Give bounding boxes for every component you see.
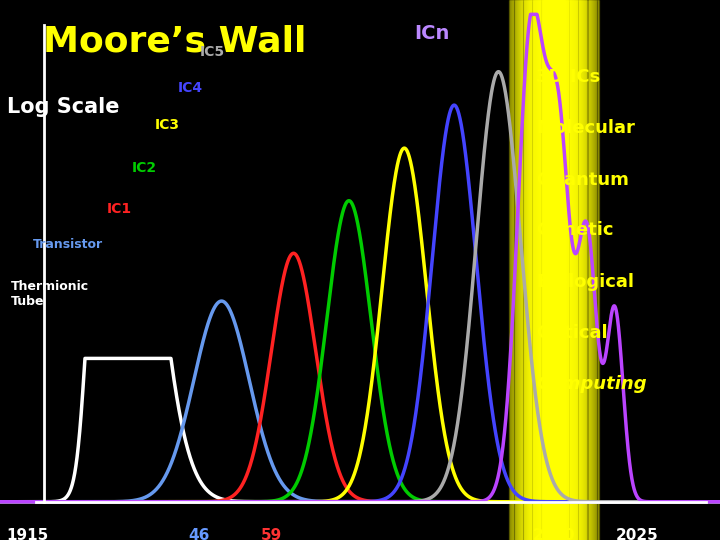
Bar <box>596 0 598 540</box>
Text: Moore’s Wall: Moore’s Wall <box>43 24 307 58</box>
Bar <box>598 0 599 540</box>
Bar <box>526 0 527 540</box>
Text: Thermionic
Tube: Thermionic Tube <box>11 280 89 308</box>
Text: IC1: IC1 <box>107 202 132 216</box>
Bar <box>535 0 536 540</box>
Bar <box>561 0 562 540</box>
Bar <box>544 0 545 540</box>
Bar <box>567 0 568 540</box>
Bar <box>543 0 544 540</box>
Bar <box>562 0 563 540</box>
Bar <box>586 0 588 540</box>
Bar <box>527 0 528 540</box>
Bar <box>572 0 573 540</box>
Bar <box>564 0 565 540</box>
Bar <box>534 0 535 540</box>
Bar <box>554 0 555 540</box>
Bar <box>523 0 525 540</box>
Bar <box>538 0 539 540</box>
Bar <box>593 0 594 540</box>
Text: IC3: IC3 <box>155 118 180 132</box>
Text: 46: 46 <box>189 528 210 540</box>
Text: 2010: 2010 <box>533 528 575 540</box>
Text: IC4: IC4 <box>178 80 203 94</box>
Bar <box>574 0 575 540</box>
Bar <box>558 0 559 540</box>
Bar <box>585 0 586 540</box>
Bar <box>576 0 577 540</box>
Bar <box>536 0 537 540</box>
Bar <box>548 0 549 540</box>
Bar <box>568 0 570 540</box>
Bar <box>549 0 551 540</box>
Bar <box>541 0 543 540</box>
Bar <box>518 0 519 540</box>
Text: 2025: 2025 <box>616 528 658 540</box>
Bar <box>533 0 534 540</box>
Bar <box>559 0 561 540</box>
Bar <box>539 0 541 540</box>
Bar <box>573 0 574 540</box>
Bar <box>552 0 553 540</box>
Text: 3D ICs: 3D ICs <box>536 68 600 85</box>
Bar <box>537 0 538 540</box>
Text: Biological: Biological <box>536 273 634 291</box>
Bar <box>528 0 529 540</box>
Text: Computing: Computing <box>536 375 647 393</box>
Bar <box>515 0 516 540</box>
Bar <box>553 0 554 540</box>
Text: Quantum: Quantum <box>536 170 629 188</box>
Bar <box>525 0 526 540</box>
Bar <box>511 0 513 540</box>
Text: IC2: IC2 <box>132 161 157 176</box>
Bar <box>577 0 578 540</box>
Bar <box>531 0 533 540</box>
Bar <box>581 0 582 540</box>
Bar <box>546 0 547 540</box>
Bar <box>563 0 564 540</box>
Bar <box>565 0 566 540</box>
Bar <box>582 0 583 540</box>
Text: Optical: Optical <box>536 324 608 342</box>
Bar <box>588 0 589 540</box>
Bar <box>555 0 556 540</box>
Bar <box>591 0 592 540</box>
Bar <box>516 0 517 540</box>
Bar <box>547 0 548 540</box>
Bar <box>583 0 584 540</box>
Bar <box>580 0 581 540</box>
Bar <box>590 0 591 540</box>
Bar <box>545 0 546 540</box>
Bar <box>556 0 557 540</box>
Bar <box>579 0 580 540</box>
Bar <box>529 0 531 540</box>
Bar <box>517 0 518 540</box>
Text: ICn: ICn <box>414 24 449 43</box>
Bar <box>575 0 576 540</box>
Text: Genetic: Genetic <box>536 221 614 239</box>
Bar <box>570 0 571 540</box>
Bar <box>571 0 572 540</box>
Text: 1915: 1915 <box>6 528 49 540</box>
Bar <box>509 0 510 540</box>
Text: 59: 59 <box>261 528 282 540</box>
Text: Log Scale: Log Scale <box>7 97 120 117</box>
Text: Transistor: Transistor <box>32 238 102 251</box>
Bar <box>584 0 585 540</box>
Bar <box>566 0 567 540</box>
Bar <box>521 0 523 540</box>
Bar <box>589 0 590 540</box>
Bar <box>594 0 595 540</box>
Text: Molecular: Molecular <box>536 119 635 137</box>
Bar <box>551 0 552 540</box>
Bar <box>592 0 593 540</box>
Bar <box>595 0 596 540</box>
Bar <box>513 0 515 540</box>
Bar <box>557 0 558 540</box>
Text: IC5: IC5 <box>199 45 225 59</box>
Bar <box>510 0 511 540</box>
Bar <box>519 0 520 540</box>
Bar <box>543 0 565 540</box>
